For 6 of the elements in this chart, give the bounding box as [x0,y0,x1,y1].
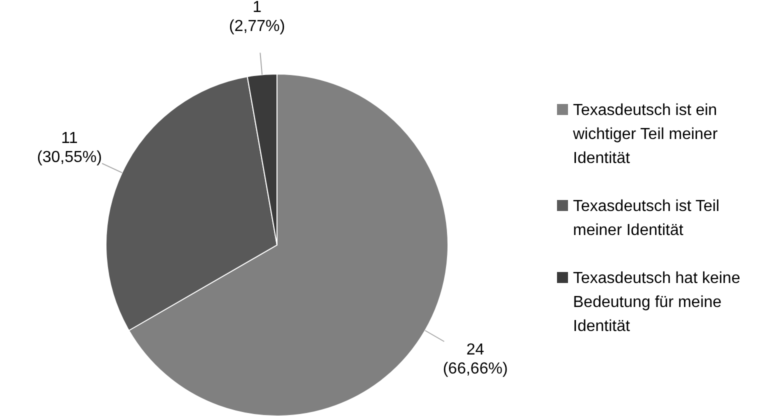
data-label: 11 (30,55%) [36,130,102,166]
legend-label: Texasdeutsch hat keine Bedeutung für meine Identität [573,270,740,335]
data-label: 1 (2,77%) [229,0,286,35]
legend-label: Texasdeutsch ist ein wichtiger Teil meiner Identität [572,102,718,167]
data-label: 24 (66,66%) [442,342,508,378]
legend-label: Texasdeutsch ist Teil meiner Identität [573,198,720,239]
